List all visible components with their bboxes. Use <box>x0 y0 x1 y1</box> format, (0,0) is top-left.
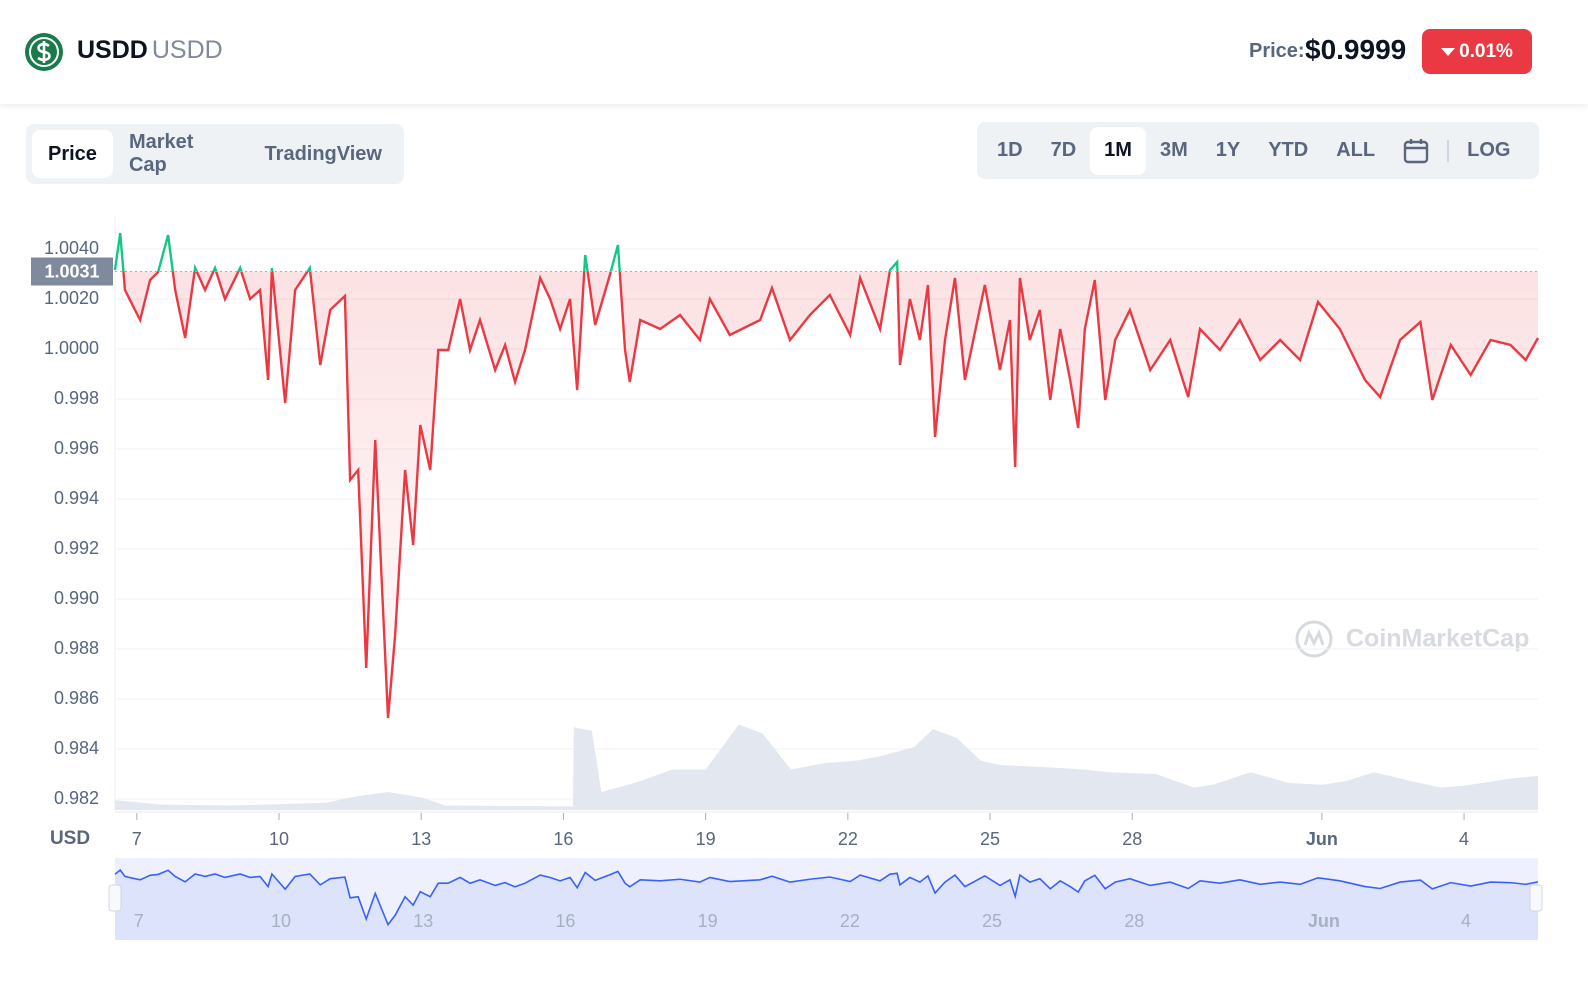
y-tick-label: 0.992 <box>54 538 99 558</box>
watermark: CoinMarketCap <box>1295 620 1529 658</box>
y-tick-label: 0.988 <box>54 638 99 658</box>
price-area <box>115 271 1538 718</box>
change-badge: 0.01% <box>1422 29 1532 74</box>
navigator-handle[interactable] <box>108 884 122 912</box>
x-tick-label: 25 <box>980 829 1000 849</box>
x-tick-label: 7 <box>132 829 142 849</box>
x-tick-label: 10 <box>269 829 289 849</box>
watermark-logo <box>1295 620 1333 658</box>
range-button[interactable]: 1D <box>997 139 1023 161</box>
chart-tab[interactable]: Market Cap <box>128 131 194 176</box>
header: USDD USDD Price: $0.9999 0.01% <box>0 0 1588 104</box>
down-arrow <box>1441 47 1456 56</box>
navigator-tick-label: 16 <box>555 911 575 931</box>
change: 0.01% <box>1459 40 1513 62</box>
price-label: Price: <box>1249 40 1305 62</box>
navigator-handle[interactable] <box>1529 884 1543 912</box>
x-tick-label: Jun <box>1306 829 1338 849</box>
y-tick-label: 1.0040 <box>44 238 99 258</box>
range-button[interactable]: 1M <box>1090 126 1146 175</box>
coin-logo <box>25 33 63 71</box>
y-tick-label: 0.998 <box>54 388 99 408</box>
y-tick-label: 0.996 <box>54 438 99 458</box>
name: USDD <box>77 36 148 64</box>
chart-tabs: Price Market Cap TradingView <box>26 124 404 184</box>
x-tick-label: 19 <box>696 829 716 849</box>
range-tabs: 1D 7D 1M 3M 1Y YTD ALL LOG <box>977 122 1539 179</box>
x-tick-label: 4 <box>1459 829 1469 849</box>
y-tick-label: 0.982 <box>54 788 99 808</box>
x-tick-label: 16 <box>553 829 573 849</box>
volume-area <box>115 724 1538 810</box>
log-button[interactable]: LOG <box>1467 139 1511 161</box>
range-button[interactable]: 1Y <box>1215 139 1241 161</box>
y-tick-label: 0.984 <box>54 738 99 758</box>
y-tick-label: 0.986 <box>54 688 99 708</box>
navigator-line <box>114 868 1539 927</box>
price: $0.9999 <box>1305 34 1407 65</box>
x-tick-label: 28 <box>1122 829 1142 849</box>
range-button[interactable]: 3M <box>1159 139 1188 161</box>
navigator-tick-label: 22 <box>840 911 860 931</box>
range-button[interactable]: YTD <box>1268 139 1309 161</box>
reference-label: 1.0031 <box>44 261 99 281</box>
y-tick-label: 0.994 <box>54 488 99 508</box>
y-axis-label: USD <box>50 828 90 849</box>
range-button[interactable]: 7D <box>1050 139 1077 161</box>
calendar-button[interactable] <box>1389 127 1443 175</box>
watermark-logo <box>1303 629 1325 647</box>
navigator-tick-label: 13 <box>413 911 433 931</box>
navigator-tick-label: 25 <box>982 911 1002 931</box>
separator <box>1447 139 1450 162</box>
navigator-tick-label: 4 <box>1461 911 1471 931</box>
coin-name: USDD USDD <box>77 36 223 65</box>
calendar-icon <box>1403 138 1429 163</box>
price-line-below <box>122 271 1540 719</box>
navigator-tick-label: 28 <box>1124 911 1144 931</box>
symbol: USDD <box>151 36 223 64</box>
range-button[interactable]: ALL <box>1336 139 1376 161</box>
reference-box <box>31 257 113 286</box>
y-tick-label: 1.0020 <box>44 288 99 308</box>
x-tick-label: 22 <box>838 829 858 849</box>
navigator-tick-label: Jun <box>1308 911 1340 931</box>
watermark-text: CoinMarketCap <box>1346 625 1529 653</box>
x-tick-label: 13 <box>411 829 431 849</box>
navigator-area <box>115 870 1538 940</box>
navigator-tick-label: 10 <box>271 911 291 931</box>
y-tick-label: 0.990 <box>54 588 99 608</box>
chart-tab[interactable]: Price <box>32 130 113 178</box>
navigator-tick-label: 19 <box>698 911 718 931</box>
chart-tab[interactable]: TradingView <box>264 142 382 165</box>
y-tick-label: 1.0000 <box>44 338 99 358</box>
navigator-tick-label: 7 <box>134 911 144 931</box>
